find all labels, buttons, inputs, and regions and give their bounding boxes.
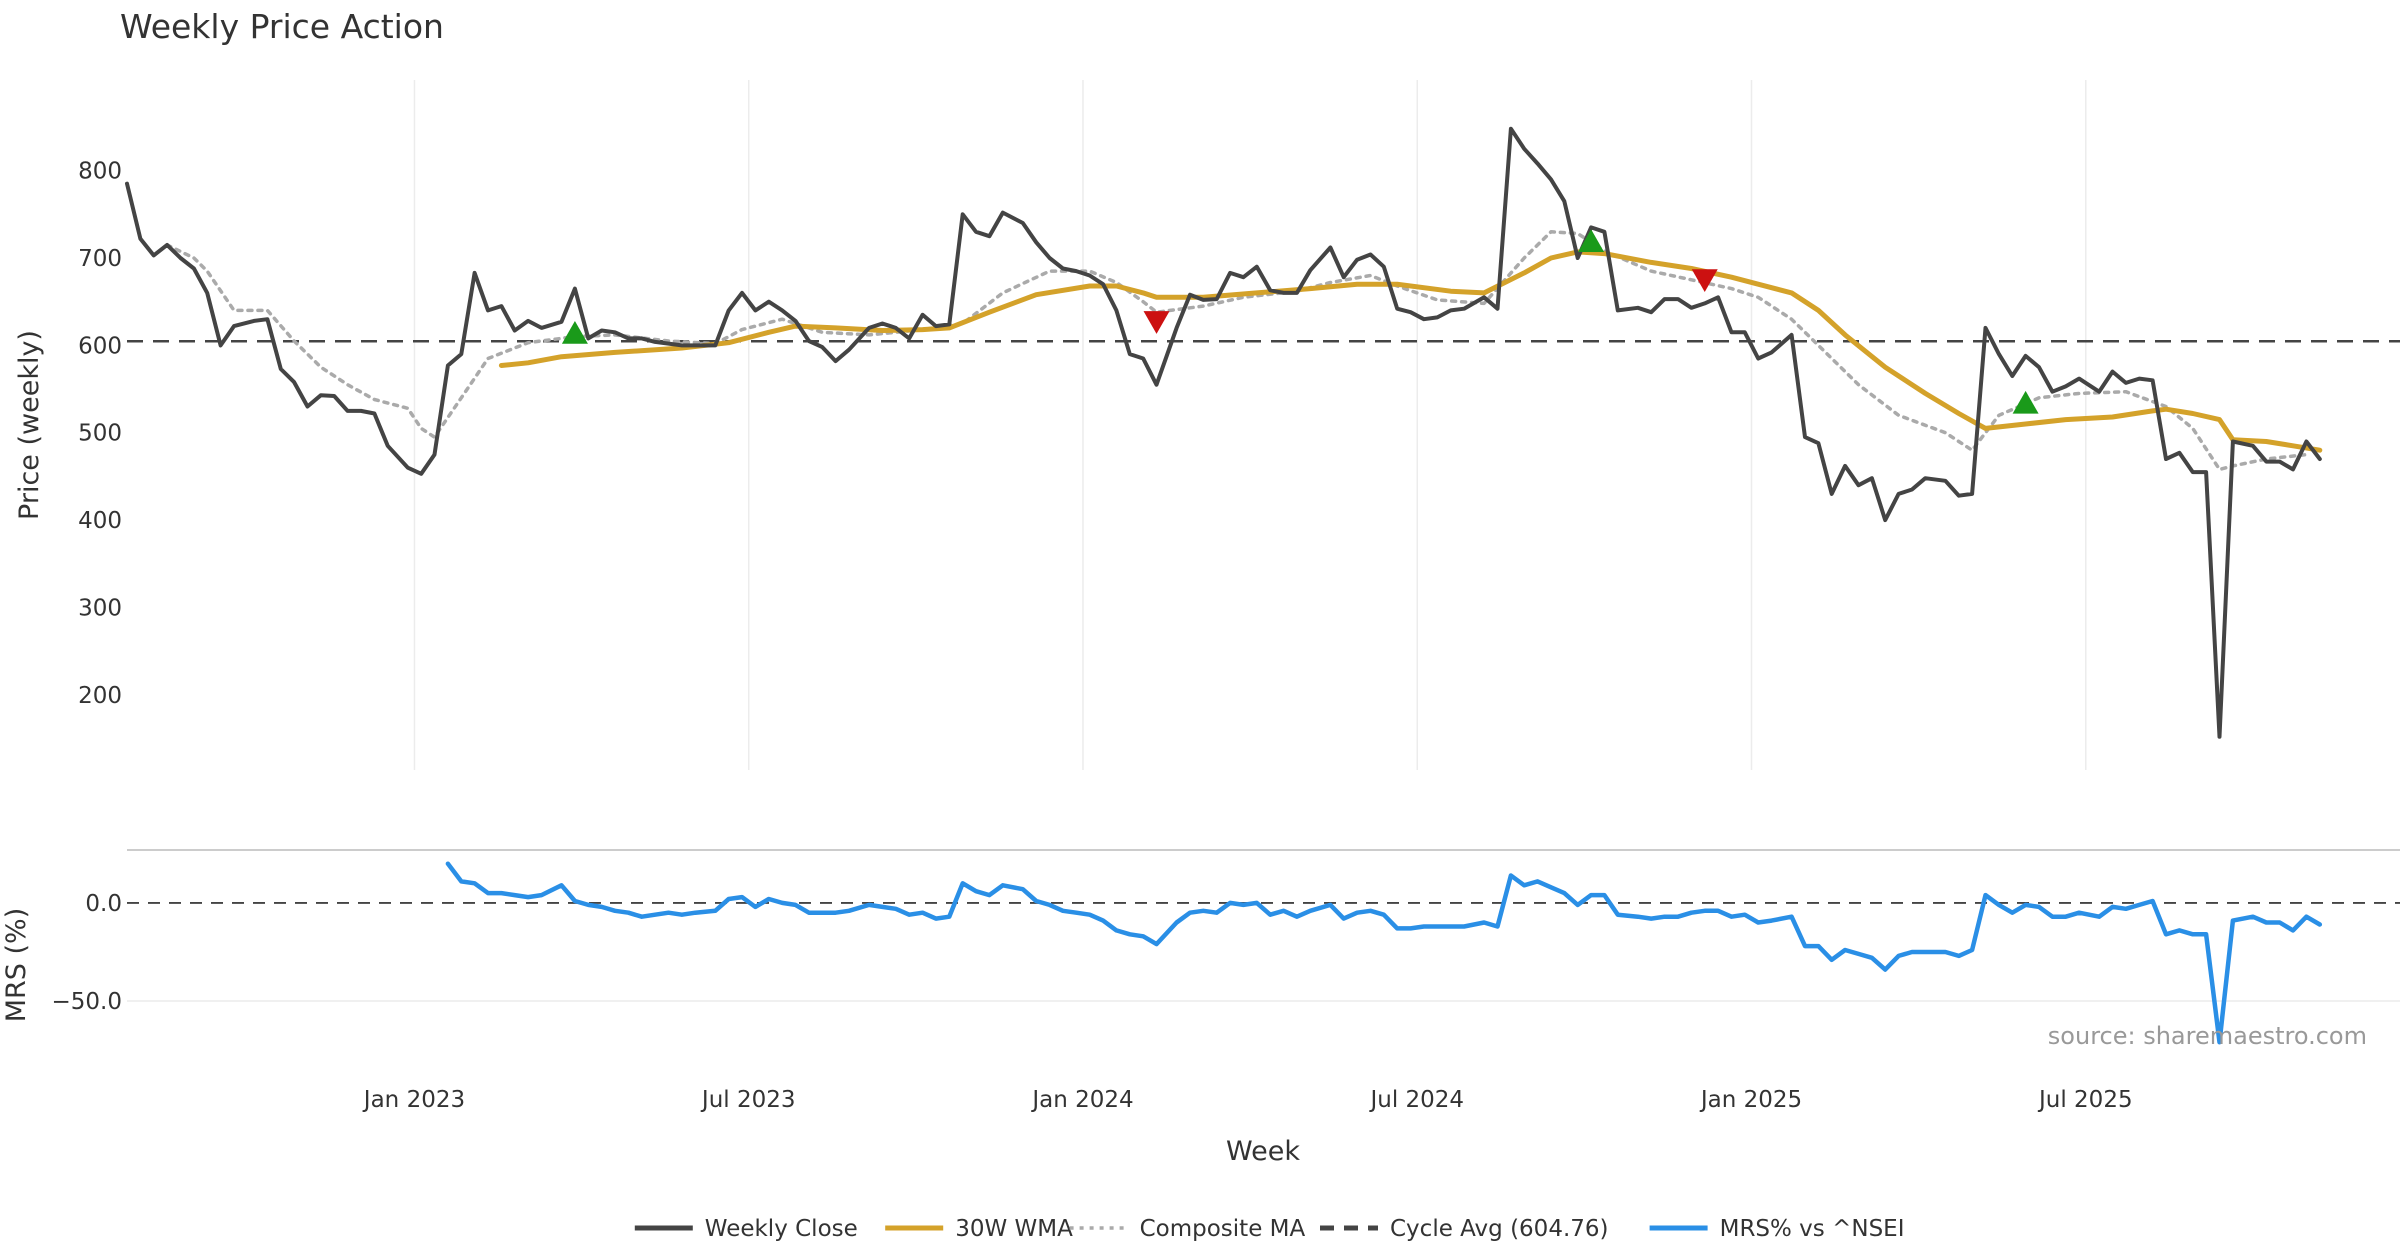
x-tick-label: Jan 2024 [1030, 1087, 1133, 1113]
legend-label: 30W WMA [955, 1216, 1073, 1242]
mrs-tick-label: 0.0 [85, 891, 122, 917]
legend-label: Weekly Close [705, 1216, 858, 1242]
price-tick-label: 300 [78, 595, 122, 621]
series-mrs-line [445, 861, 2323, 1045]
legend-label: Cycle Avg (604.76) [1390, 1216, 1609, 1242]
sell-signal-marker [1143, 311, 1170, 334]
legend: Weekly Close 30W WMA Composite MA Cycle Avg… [634, 1216, 1905, 1242]
series-weekly-close-line [125, 126, 2322, 739]
source-note: source: sharemaestro.com [2048, 1022, 2367, 1050]
x-tick-label: Jul 2024 [1368, 1087, 1464, 1113]
x-axis-ticks: Jan 2023 Jul 2023 Jan 2024 Jul 2024 Jan 2025… [362, 1087, 2133, 1113]
price-tick-label: 600 [78, 333, 122, 359]
series-composite-ma-line [165, 230, 2309, 472]
buy-signal-marker [561, 321, 588, 344]
series-30w-wma-line [498, 249, 2323, 453]
price-tick-label: 500 [78, 421, 122, 447]
price-tick-label: 700 [78, 246, 122, 272]
x-gridlines [413, 80, 2087, 770]
price-tick-label: 400 [78, 508, 122, 534]
price-panel: 800 700 600 500 400 300 200 [78, 126, 2400, 739]
sell-signal-marker [1691, 269, 1718, 292]
mrs-tick-label: −50.0 [52, 989, 122, 1015]
legend-label: Composite MA [1140, 1216, 1306, 1242]
x-axis-title: Week [1226, 1136, 1300, 1167]
legend-label: MRS% vs ^NSEI [1720, 1216, 1905, 1242]
price-tick-label: 800 [78, 159, 122, 185]
x-tick-label: Jul 2025 [2037, 1087, 2133, 1113]
x-tick-label: Jul 2023 [700, 1087, 796, 1113]
mrs-axis-title: MRS (%) [1, 908, 32, 1023]
price-tick-label: 200 [78, 683, 122, 709]
mrs-panel: 0.0 −50.0 [52, 849, 2400, 1045]
x-tick-label: Jan 2023 [362, 1087, 465, 1113]
chart-title: Weekly Price Action [120, 7, 444, 46]
buy-signal-marker [2012, 390, 2039, 414]
x-tick-label: Jan 2025 [1699, 1087, 1802, 1113]
buy-signal-marker [1578, 229, 1605, 253]
price-axis-title: Price (weekly) [14, 330, 45, 520]
